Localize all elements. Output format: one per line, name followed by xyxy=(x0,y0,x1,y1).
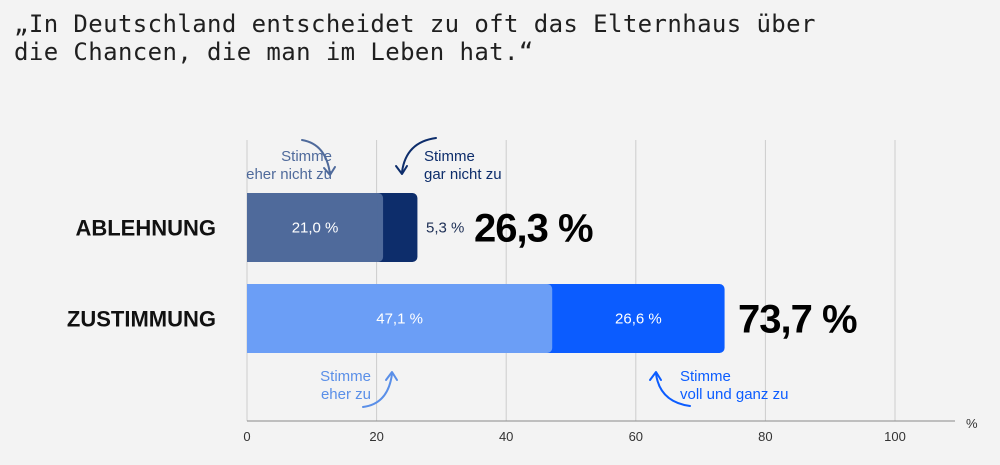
x-tick-label: 40 xyxy=(499,429,513,444)
grid-layer xyxy=(246,140,896,421)
arrow-eher-nicht-zu-icon xyxy=(301,139,331,175)
x-tick-label: 80 xyxy=(758,429,772,444)
total-label-ablehnung: 26,3 % xyxy=(474,207,593,251)
bar-layer: ABLEHNUNG 21,0 % 5,3 % 26,3 % ZUSTIMMUNG 47,1… xyxy=(67,193,858,353)
x-tick-label: 0 xyxy=(243,429,250,444)
category-label-zustimmung: ZUSTIMMUNG xyxy=(67,307,216,332)
segment-value-label: 5,3 % xyxy=(426,220,464,237)
arrow-eher-zu-icon-head xyxy=(385,371,398,381)
tick-layer: 0 20 40 60 80 100 xyxy=(243,429,905,444)
annotation-gar-nicht-zu: Stimme gar nicht zu xyxy=(424,148,502,183)
arrow-voll-und-ganz-zu-icon-head xyxy=(649,371,662,381)
annotation-layer: Stimme eher nicht zu Stimme gar nicht zu Sti… xyxy=(246,137,788,408)
x-axis-unit-label: % xyxy=(966,416,978,431)
arrow-eher-zu-icon xyxy=(362,373,393,408)
x-tick-label: 100 xyxy=(884,429,906,444)
annotation-voll-und-ganz-zu: Stimme voll und ganz zu xyxy=(680,368,788,403)
segment-value-label: 47,1 % xyxy=(376,311,423,328)
arrow-gar-nicht-zu-icon xyxy=(401,137,437,173)
bar-segment-fill xyxy=(247,193,378,262)
segment-value-label: 21,0 % xyxy=(292,220,339,237)
chart-title: „In Deutschland entscheidet zu oft das E… xyxy=(14,10,816,66)
x-tick-label: 60 xyxy=(629,429,643,444)
arrow-gar-nicht-zu-icon-head xyxy=(395,165,408,175)
arrow-voll-und-ganz-zu-icon xyxy=(655,373,691,407)
annotation-eher-nicht-zu: Stimme eher nicht zu xyxy=(246,148,332,183)
annotation-eher-zu: Stimme eher zu xyxy=(320,368,371,403)
x-tick-label: 20 xyxy=(369,429,383,444)
category-label-ablehnung: ABLEHNUNG xyxy=(75,216,216,241)
segment-value-label: 26,6 % xyxy=(615,311,662,328)
bar-segment-fill xyxy=(247,284,547,353)
total-label-zustimmung: 73,7 % xyxy=(738,298,857,342)
arrow-eher-nicht-zu-icon-head xyxy=(323,166,336,176)
